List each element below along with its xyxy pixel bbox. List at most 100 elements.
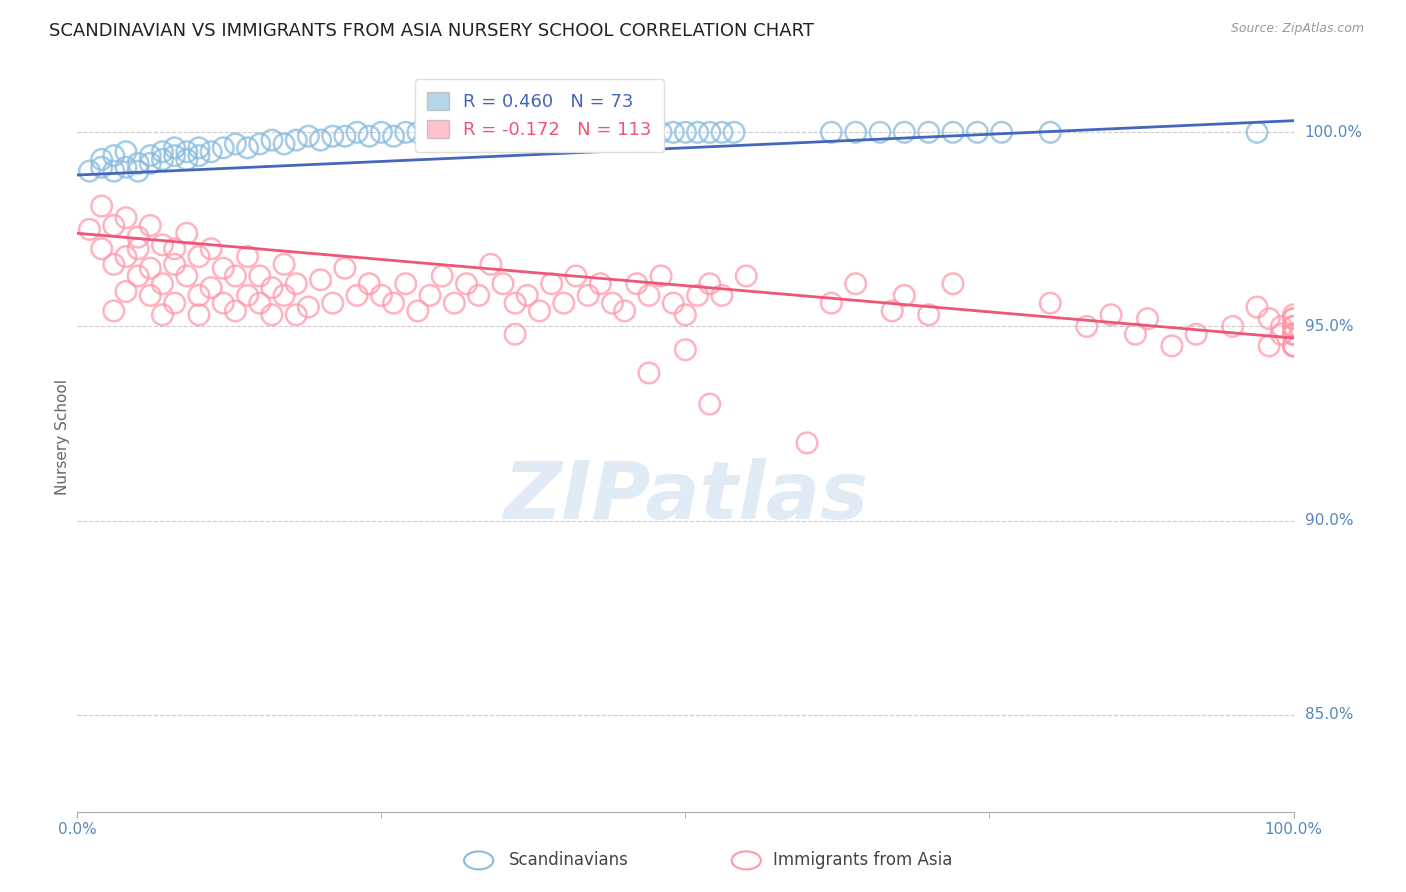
Point [699, 277, 721, 291]
Text: SCANDINAVIAN VS IMMIGRANTS FROM ASIA NURSERY SCHOOL CORRELATION CHART: SCANDINAVIAN VS IMMIGRANTS FROM ASIA NUR… [49, 22, 814, 40]
Point [115, 250, 138, 264]
Point [309, 273, 332, 287]
Y-axis label: Nursery School: Nursery School [55, 379, 70, 495]
Text: 100.0%: 100.0% [1305, 125, 1362, 140]
Point [115, 211, 138, 225]
Point [1282, 327, 1305, 342]
Point [1039, 125, 1062, 139]
Point [1246, 300, 1268, 314]
Point [1282, 311, 1305, 326]
Point [966, 125, 988, 139]
Point [382, 129, 405, 144]
Point [1282, 319, 1305, 334]
Point [139, 148, 162, 162]
Point [346, 125, 368, 139]
Point [90, 153, 112, 167]
Point [333, 129, 356, 144]
Point [322, 296, 344, 310]
Text: Source: ZipAtlas.com: Source: ZipAtlas.com [1230, 22, 1364, 36]
Point [163, 242, 186, 256]
Point [176, 153, 198, 167]
Point [553, 296, 575, 310]
Point [163, 257, 186, 271]
Point [273, 136, 295, 151]
Point [918, 125, 941, 139]
Point [103, 257, 125, 271]
Point [322, 129, 344, 144]
Point [710, 125, 733, 139]
Point [285, 308, 308, 322]
Point [236, 250, 259, 264]
Point [576, 288, 599, 302]
Point [370, 125, 392, 139]
Point [127, 156, 149, 170]
Point [662, 125, 685, 139]
Point [285, 277, 308, 291]
Point [419, 129, 441, 144]
Point [650, 125, 672, 139]
Point [359, 277, 381, 291]
Point [395, 277, 418, 291]
Point [553, 125, 575, 139]
Point [152, 153, 174, 167]
Point [139, 219, 162, 233]
Point [212, 296, 235, 310]
Point [1282, 339, 1305, 353]
Point [127, 230, 149, 244]
Point [686, 288, 709, 302]
Point [139, 261, 162, 276]
Point [333, 261, 356, 276]
Point [492, 277, 515, 291]
Point [1039, 296, 1062, 310]
Point [1185, 327, 1208, 342]
Point [176, 268, 198, 283]
Point [845, 277, 868, 291]
Point [1282, 319, 1305, 334]
Point [675, 125, 697, 139]
Point [200, 280, 222, 294]
Point [456, 277, 478, 291]
Point [540, 277, 562, 291]
Point [176, 145, 198, 159]
Point [516, 125, 538, 139]
Point [1076, 319, 1098, 334]
Point [626, 125, 648, 139]
Point [212, 261, 235, 276]
Point [699, 397, 721, 411]
Point [152, 308, 174, 322]
Point [503, 327, 526, 342]
Point [1270, 327, 1292, 342]
Point [675, 343, 697, 357]
Point [1125, 327, 1147, 342]
Point [297, 129, 319, 144]
Point [382, 296, 405, 310]
Point [249, 136, 271, 151]
Point [224, 304, 246, 318]
Point [1136, 311, 1159, 326]
Point [224, 268, 246, 283]
Point [188, 288, 211, 302]
Point [686, 125, 709, 139]
Point [419, 288, 441, 302]
Point [503, 125, 526, 139]
Text: 85.0%: 85.0% [1305, 707, 1353, 723]
Point [260, 308, 283, 322]
Point [1246, 125, 1268, 139]
Point [479, 257, 502, 271]
Point [456, 125, 478, 139]
Point [370, 288, 392, 302]
Point [115, 145, 138, 159]
Point [406, 304, 429, 318]
Point [662, 296, 685, 310]
Point [602, 125, 624, 139]
Point [188, 250, 211, 264]
Point [675, 308, 697, 322]
Point [516, 288, 538, 302]
Point [820, 125, 842, 139]
Point [638, 125, 661, 139]
Point [127, 164, 149, 178]
Point [626, 277, 648, 291]
Point [103, 148, 125, 162]
Point [589, 277, 612, 291]
Point [103, 219, 125, 233]
